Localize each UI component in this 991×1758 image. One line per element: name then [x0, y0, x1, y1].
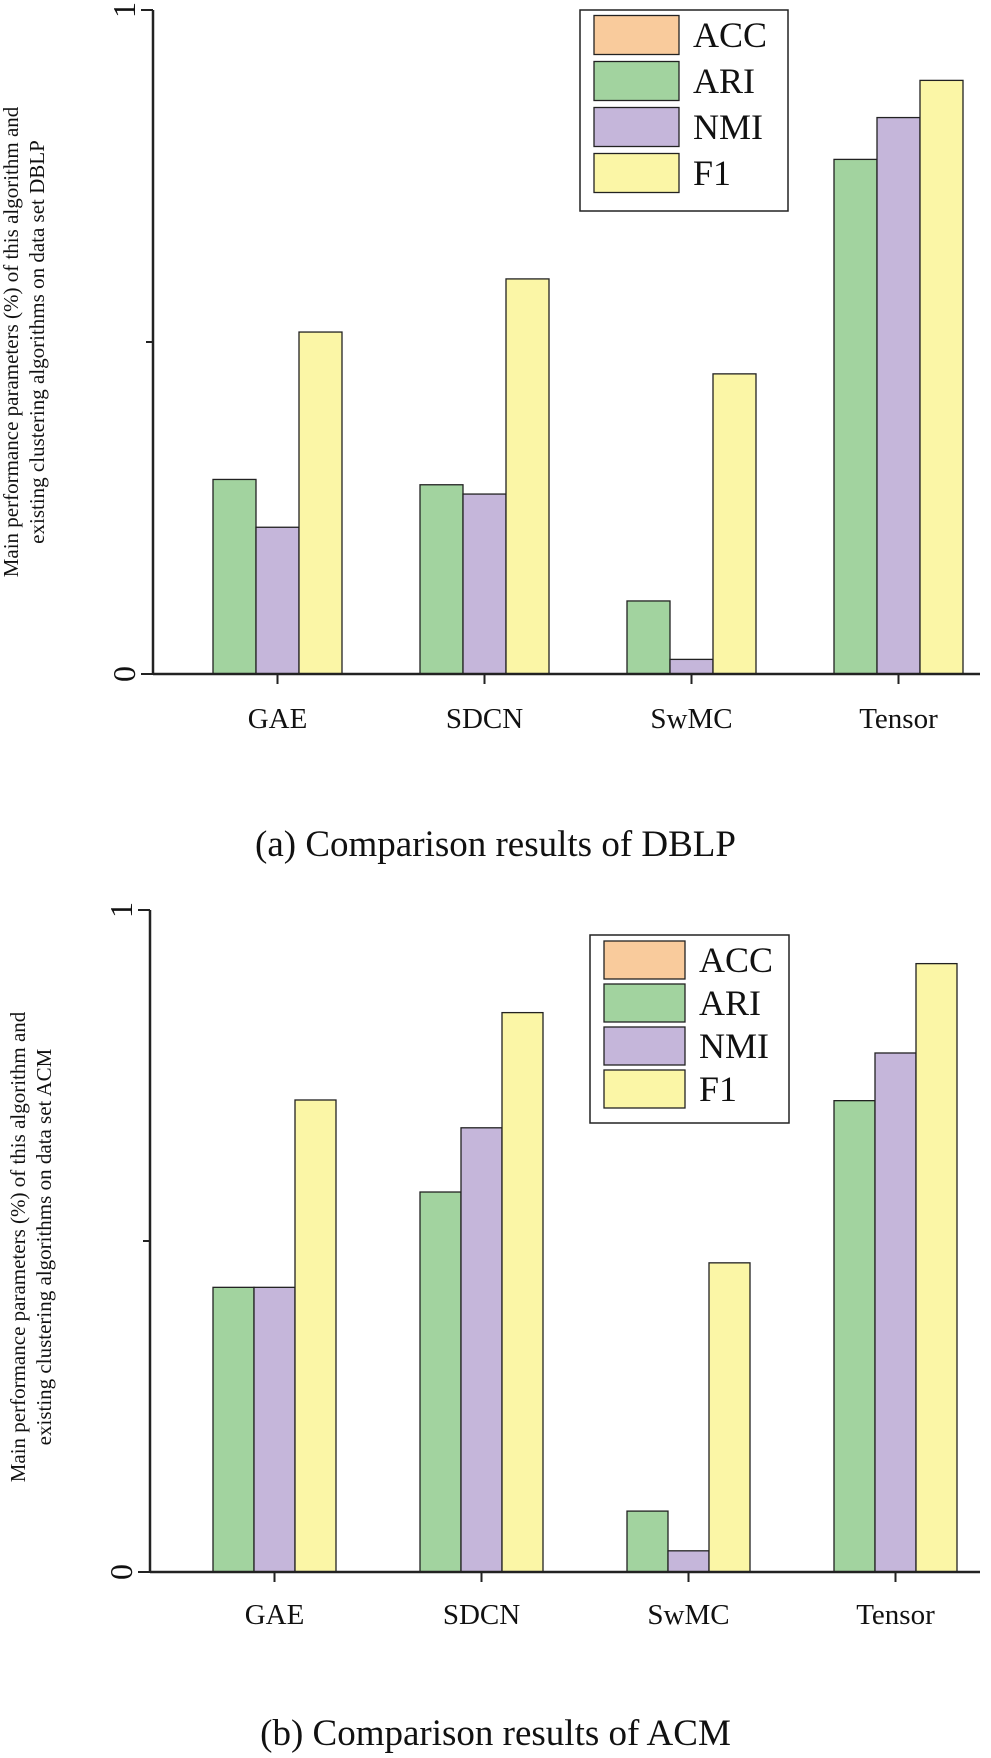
x-tick-label: Tensor	[859, 703, 938, 735]
y-axis-label-line1: Main performance parameters (%) of this …	[0, 106, 23, 577]
legend-swatch-f1	[593, 152, 680, 194]
y-tick-label: 0	[106, 666, 142, 682]
bar-sdcn-ari	[419, 484, 464, 675]
legend-swatch-acc	[603, 940, 686, 980]
x-tick-label: GAE	[248, 703, 308, 735]
bar-swmc-nmi	[669, 658, 714, 675]
x-tick-label: SDCN	[446, 703, 523, 735]
y-axis-label-line2: existing clustering algorithms on data s…	[25, 140, 49, 544]
bar-sdcn-nmi	[460, 1127, 503, 1573]
x-tick-label: SwMC	[650, 703, 732, 735]
bar-tensor-nmi	[876, 116, 921, 675]
legend-label-nmi: NMI	[699, 1026, 769, 1066]
chart-acm: GAE SDCN SwMC Tensor 1 0 Main performance para…	[6, 902, 980, 1650]
y-tick-label: 0	[103, 1564, 139, 1580]
legend-label-f1: F1	[693, 153, 731, 193]
bar-gae-nmi	[253, 1286, 296, 1573]
x-axis-label: ACM	[522, 1649, 588, 1650]
bar-sdcn-ari	[419, 1191, 462, 1573]
bar-sdcn-f1	[501, 1011, 544, 1573]
bar-gae-ari	[212, 1286, 255, 1573]
x-tick-label: GAE	[245, 1599, 305, 1631]
y-axis-label-line2: existing clustering algorithms on data s…	[32, 1048, 56, 1445]
legend-label-f1: F1	[699, 1069, 737, 1109]
y-tick-label: 1	[103, 902, 139, 918]
y-axis-label-line1: Main performance parameters (%) of this …	[6, 1011, 30, 1482]
bar-swmc-ari	[626, 600, 671, 675]
x-tick-label: Tensor	[856, 1599, 935, 1631]
bar-tensor-nmi	[874, 1052, 917, 1573]
bar-sdcn-f1	[505, 278, 550, 675]
legend-swatch-ari	[603, 983, 686, 1023]
chart-dblp: GAE SDCN SwMC Tensor 1 0 Main performance para…	[0, 2, 980, 735]
legend-swatch-nmi	[593, 106, 680, 148]
bar-tensor-f1	[915, 962, 958, 1573]
legend-swatch-ari	[593, 60, 680, 102]
legend-label-ari: ARI	[699, 983, 761, 1023]
bar-swmc-ari	[626, 1510, 669, 1573]
bar-swmc-nmi	[667, 1550, 710, 1573]
legend-label-acc: ACC	[699, 940, 773, 980]
bar-tensor-ari	[833, 158, 878, 675]
bar-gae-ari	[212, 478, 257, 675]
x-tick-label: SDCN	[443, 1599, 520, 1631]
x-tick-label: SwMC	[647, 1599, 729, 1631]
bar-tensor-f1	[919, 79, 964, 675]
bar-swmc-f1	[708, 1262, 751, 1573]
bar-sdcn-nmi	[462, 493, 507, 675]
legend-label-acc: ACC	[693, 15, 767, 55]
caption-b: (b) Comparison results of ACM	[260, 1713, 731, 1754]
bar-gae-f1	[294, 1099, 337, 1573]
legend-label-ari: ARI	[693, 61, 755, 101]
bar-tensor-ari	[833, 1100, 876, 1573]
bar-gae-f1	[298, 331, 343, 675]
caption-a: (a) Comparison results of DBLP	[255, 824, 736, 865]
legend-label-nmi: NMI	[693, 107, 763, 147]
legend-swatch-nmi	[603, 1026, 686, 1066]
y-tick-label: 1	[106, 2, 142, 18]
legend-swatch-f1	[603, 1069, 686, 1109]
bar-gae-nmi	[255, 526, 300, 675]
bar-swmc-f1	[712, 373, 757, 675]
legend-swatch-acc	[593, 14, 680, 56]
